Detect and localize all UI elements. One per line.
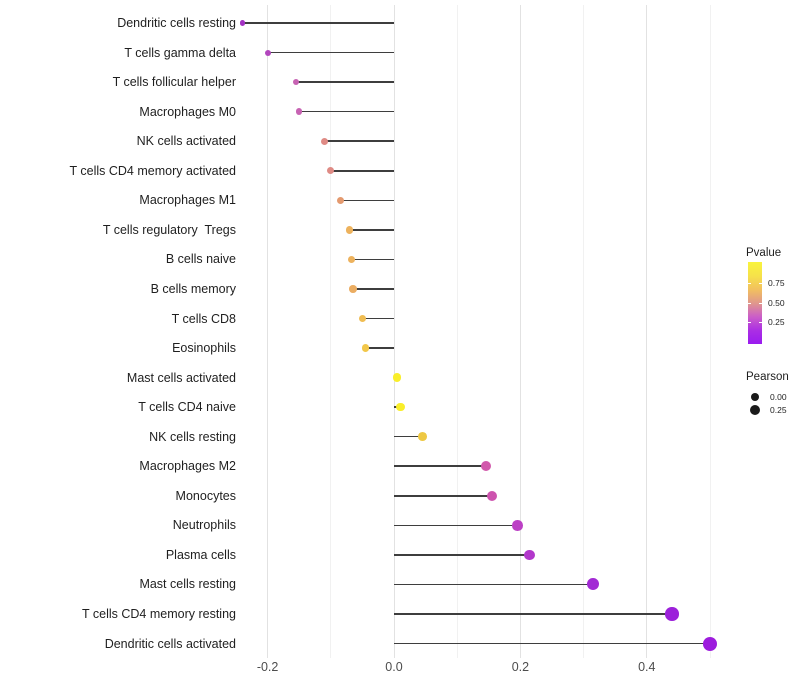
lollipop-dot xyxy=(292,78,300,86)
lollipop-stem xyxy=(267,51,394,54)
pvalue-tick-mark xyxy=(759,283,762,284)
pvalue-tick-label: 0.75 xyxy=(768,278,785,288)
category-label: Eosinophils xyxy=(172,341,236,356)
lollipop-stem xyxy=(394,554,530,556)
pvalue-tick-label: 0.50 xyxy=(768,297,785,308)
lollipop-dot xyxy=(347,255,356,264)
lollipop-dot xyxy=(358,314,367,323)
pvalue-tick-label: 0.25 xyxy=(768,317,785,327)
lollipop-stem xyxy=(324,140,394,142)
lollipop-stem xyxy=(394,613,673,615)
lollipop-stem xyxy=(394,435,423,438)
lollipop-dot xyxy=(320,137,328,145)
category-label: Mast cells activated xyxy=(126,370,236,385)
pearson-size-key-label: 0.25 xyxy=(770,404,787,415)
lollipop-stem xyxy=(351,258,394,261)
lollipop-stem xyxy=(362,317,394,320)
lollipop-stem xyxy=(394,465,486,468)
lollipop-dot xyxy=(392,373,402,382)
category-label: Macrophages M0 xyxy=(139,104,236,119)
pvalue-tick-mark xyxy=(748,302,751,304)
pearson-size-key-label: 0.00 xyxy=(770,392,787,402)
pvalue-tick-mark xyxy=(748,322,751,323)
category-label: Macrophages M2 xyxy=(139,459,236,474)
lollipop-dot xyxy=(336,196,344,204)
category-label: Macrophages M1 xyxy=(139,193,236,208)
lollipop-dot xyxy=(264,49,271,56)
lollipop-stem xyxy=(394,642,710,645)
x-tick-label: 0.0 xyxy=(385,660,403,674)
lollipop-dot xyxy=(327,167,335,175)
pvalue-tick-mark xyxy=(759,302,762,304)
gridline-major xyxy=(646,5,648,658)
lollipop-dot xyxy=(511,520,523,531)
gridline-major xyxy=(267,5,269,658)
lollipop-dot xyxy=(239,20,246,26)
x-tick-label: 0.4 xyxy=(638,660,656,674)
lollipop-dot xyxy=(418,432,427,442)
gridline-minor xyxy=(330,5,332,658)
lollipop-stem xyxy=(352,288,394,290)
lollipop-stem xyxy=(340,199,394,202)
category-label: B cells memory xyxy=(150,281,236,296)
lollipop-dot xyxy=(361,344,370,352)
lollipop-stem xyxy=(394,524,518,527)
lollipop-dot xyxy=(702,636,718,651)
lollipop-dot xyxy=(480,461,491,472)
category-label: T cells follicular helper xyxy=(112,75,236,90)
lollipop-dot xyxy=(346,226,354,234)
category-label: NK cells resting xyxy=(149,429,236,444)
pearson-size-key-dot xyxy=(751,393,759,401)
lollipop-stem xyxy=(349,229,394,231)
category-label: B cells naive xyxy=(165,252,236,267)
lollipop-dot xyxy=(665,607,679,621)
category-label: T cells CD4 naive xyxy=(138,400,236,415)
lollipop-stem xyxy=(394,495,492,497)
gridline-minor xyxy=(709,5,711,658)
lollipop-dot xyxy=(295,108,303,115)
lollipop-dot xyxy=(349,285,357,293)
category-label: Dendritic cells resting xyxy=(117,16,236,30)
pvalue-tick-mark xyxy=(759,322,762,323)
category-label: Mast cells resting xyxy=(139,577,236,592)
lollipop-stem xyxy=(330,169,394,172)
pvalue-tick-mark xyxy=(748,283,751,284)
category-label: T cells CD4 memory activated xyxy=(69,163,237,178)
pearson-size-key-dot xyxy=(750,404,760,415)
category-label: Monocytes xyxy=(175,488,236,503)
lollipop-dot xyxy=(486,490,497,501)
gridline-minor xyxy=(583,5,585,658)
gridline-minor xyxy=(456,5,458,658)
lollipop-stem xyxy=(299,110,394,113)
category-label: Neutrophils xyxy=(172,518,236,533)
category-label: NK cells activated xyxy=(136,134,236,149)
pvalue-colorbar xyxy=(748,262,762,344)
category-label: T cells CD4 memory resting xyxy=(82,607,236,621)
lollipop-stem xyxy=(242,22,394,24)
x-tick-label: 0.2 xyxy=(511,660,530,674)
lollipop-dot xyxy=(396,402,405,412)
lollipop-stem xyxy=(296,81,394,83)
category-label: T cells CD8 xyxy=(171,311,236,326)
pearson-legend-title: Pearson xyxy=(746,371,789,383)
pvalue-legend-title: Pvalue xyxy=(746,247,782,259)
category-label: Plasma cells xyxy=(165,547,236,562)
category-label: T cells regulatory Tregs xyxy=(102,222,236,237)
category-label: Dendritic cells activated xyxy=(104,636,236,651)
gridline-major xyxy=(393,5,395,658)
category-label: T cells gamma delta xyxy=(124,45,236,60)
gridline-major xyxy=(519,5,521,658)
x-tick-label: -0.2 xyxy=(256,660,279,674)
lollipop-stem xyxy=(365,347,394,349)
lollipop-stem xyxy=(394,583,594,586)
lollipop-dot xyxy=(524,549,536,561)
lollipop-dot xyxy=(587,578,600,591)
